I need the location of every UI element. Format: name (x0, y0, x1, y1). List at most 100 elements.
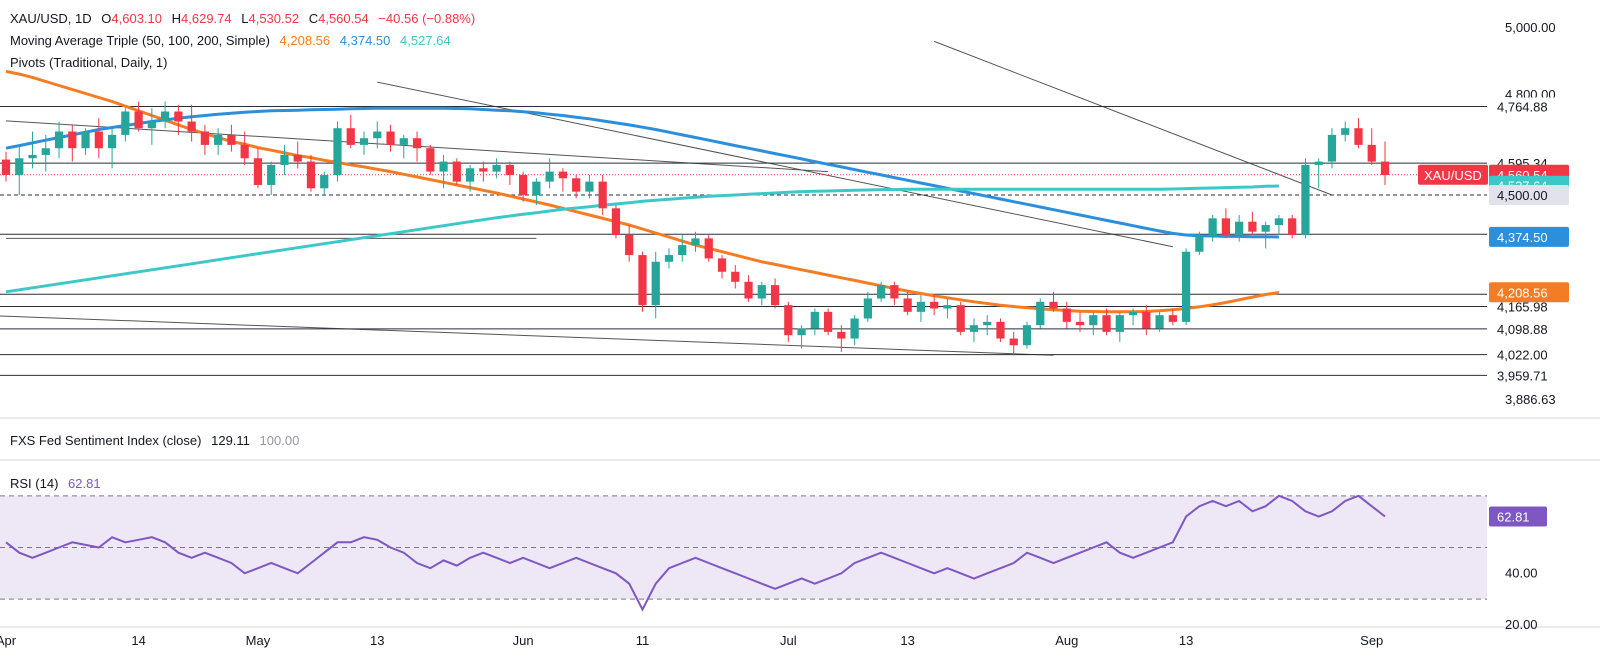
candle (744, 275, 753, 302)
candle (399, 134, 408, 159)
candle (1301, 158, 1310, 239)
candle (240, 131, 249, 165)
time-tick-label: May (246, 633, 271, 648)
candle (545, 158, 554, 189)
candle-body (1327, 134, 1337, 162)
candle-body (1075, 321, 1085, 326)
axis-badge-label: 4,208.56 (1497, 285, 1548, 300)
candle (94, 118, 103, 159)
candle-body (386, 131, 395, 145)
candle (1036, 298, 1045, 329)
candle-body (399, 138, 408, 145)
ma-line-ma100 (5, 106, 1279, 239)
high-value: H4,629.74 (171, 11, 232, 26)
candle (877, 281, 886, 302)
candle (1142, 305, 1151, 336)
candle (1208, 215, 1217, 242)
legend-moving-averages: Moving Average Triple (50, 100, 200, Sim… (10, 32, 457, 49)
rsi-tick-label: 40.00 (1505, 565, 1538, 580)
candle-body (532, 181, 541, 195)
candle (983, 315, 992, 336)
candle (15, 144, 24, 195)
candle-body (519, 174, 528, 195)
candle-body (797, 328, 806, 336)
candle-body (320, 174, 329, 189)
candle-body (68, 131, 77, 149)
candle (54, 121, 64, 159)
candle-body (1142, 311, 1151, 329)
candle (293, 141, 302, 169)
symbol-badge (1418, 164, 1488, 185)
candle (1168, 308, 1177, 326)
candle-body (1341, 128, 1350, 135)
time-tick-label: 11 (636, 633, 650, 648)
candle-body (1195, 235, 1204, 252)
candle-body (15, 158, 24, 175)
candle (68, 124, 77, 162)
candle (452, 158, 461, 185)
candle (1248, 211, 1257, 236)
candle-body (903, 298, 912, 312)
candle-body (545, 171, 554, 182)
candle (519, 171, 528, 202)
candle-body (877, 285, 886, 299)
candle-body (1009, 338, 1018, 346)
candle-body (267, 164, 276, 185)
candle (956, 301, 965, 336)
candle (1, 151, 11, 182)
candle-body (770, 285, 780, 306)
candle (333, 121, 342, 182)
candle-body (850, 318, 859, 339)
candle-body (638, 255, 647, 306)
candle (1367, 128, 1376, 165)
candle (1274, 215, 1284, 236)
candle-body (412, 138, 422, 149)
candle-body (664, 255, 674, 262)
candle (107, 128, 117, 169)
candle-body (691, 238, 700, 246)
legend-fxs: FXS Fed Sentiment Index (close) 129.11 1… (10, 432, 305, 449)
candle-body (572, 178, 581, 192)
rsi-badge-label: 62.81 (1497, 510, 1530, 525)
candle-body (134, 111, 143, 129)
symbol-label: XAU/USD, 1D (10, 11, 92, 26)
ma50-value: 4,208.56 (279, 33, 331, 48)
candle (346, 114, 355, 149)
pivot-label-bg (1487, 366, 1562, 385)
candle-body (439, 161, 448, 172)
candle-body (1115, 315, 1124, 332)
trend-line (0, 315, 1054, 356)
fxs-ref-value: 100.00 (259, 433, 300, 448)
candle (1380, 141, 1390, 185)
candle (850, 315, 859, 346)
candle-body (147, 121, 156, 129)
candle-body (200, 131, 210, 145)
pivot-label-bg (1487, 345, 1562, 364)
candle-body (837, 331, 846, 339)
candle (598, 174, 607, 216)
pivots-title: Pivots (Traditional, Daily, 1) (10, 55, 168, 70)
candle (1195, 231, 1204, 256)
candle (625, 225, 634, 262)
candle (943, 298, 952, 319)
rsi-badge (1489, 506, 1547, 527)
candle-body (253, 158, 263, 185)
candle-body (744, 281, 753, 299)
time-tick-label: 13 (900, 633, 914, 648)
candle (1155, 311, 1164, 332)
candle-body (1288, 218, 1297, 236)
change-value: −40.56 (−0.88%) (378, 11, 476, 26)
candle-body (651, 261, 660, 306)
candle (227, 124, 236, 152)
candle (969, 318, 979, 342)
candle (704, 235, 713, 262)
candle-body (1128, 311, 1138, 316)
time-tick-label: Aug (1055, 633, 1078, 648)
candle (121, 108, 130, 142)
candle-body (731, 271, 740, 282)
candle (1128, 308, 1138, 326)
candle-body (969, 325, 979, 332)
fxs-value: 129.11 (211, 433, 250, 448)
candle (1049, 291, 1058, 312)
